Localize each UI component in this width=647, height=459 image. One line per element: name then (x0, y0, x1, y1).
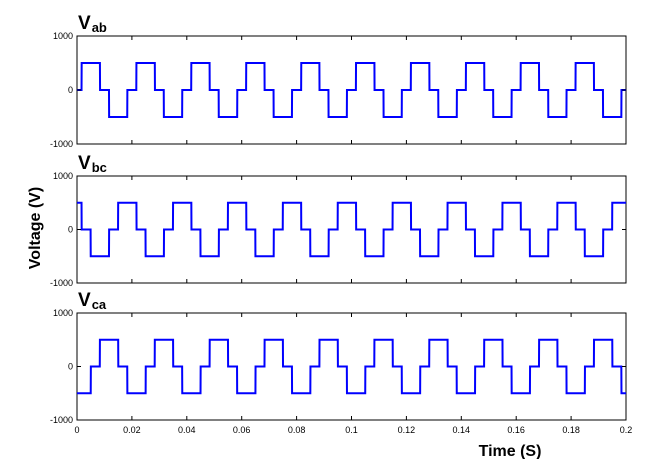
panel-bc: Vbc 1000 0 -1000 (50, 153, 627, 288)
x-tick-label: 0.04 (178, 425, 196, 435)
plot-frame (76, 312, 627, 421)
panel-title: Vbc (78, 153, 107, 175)
x-axis-label: Time (S) (479, 443, 542, 459)
panel-ab: Vab 1000 0 -1000 (50, 13, 627, 149)
y-tick-label: -1000 (50, 415, 73, 425)
y-tick-label: 0 (68, 225, 73, 235)
y-tick-label: 1000 (53, 171, 73, 181)
plot-frame (76, 175, 627, 284)
x-tick-label: 0.16 (507, 425, 525, 435)
panels: Vab10000-1000Vbc10000-1000Vca10000-10000… (50, 13, 632, 435)
series-line-bc (77, 201, 626, 258)
y-tick-label: 1000 (53, 31, 73, 41)
y-tick-label: -1000 (50, 278, 73, 288)
x-tick-label: 0.08 (288, 425, 306, 435)
y-tick-label: 1000 (53, 308, 73, 318)
x-tick-label: 0.12 (398, 425, 416, 435)
x-tick-label: 0.1 (345, 425, 358, 435)
x-tick-label: 0.06 (233, 425, 251, 435)
series-line-ca (77, 338, 626, 395)
x-tick-label: 0 (74, 425, 79, 435)
y-tick-label: -1000 (50, 139, 73, 149)
x-tick-label: 0.02 (123, 425, 141, 435)
y-tick-label: 0 (68, 85, 73, 95)
y-axis-label: Voltage (V) (27, 187, 44, 269)
panel-title: Vab (78, 13, 107, 35)
series-line-ab (77, 62, 626, 118)
y-tick-label: 0 (68, 362, 73, 372)
x-tick-label: 0.2 (620, 425, 633, 435)
panel-title: Vca (78, 290, 107, 312)
x-tick-label: 0.18 (562, 425, 580, 435)
x-tick-label: 0.14 (453, 425, 471, 435)
